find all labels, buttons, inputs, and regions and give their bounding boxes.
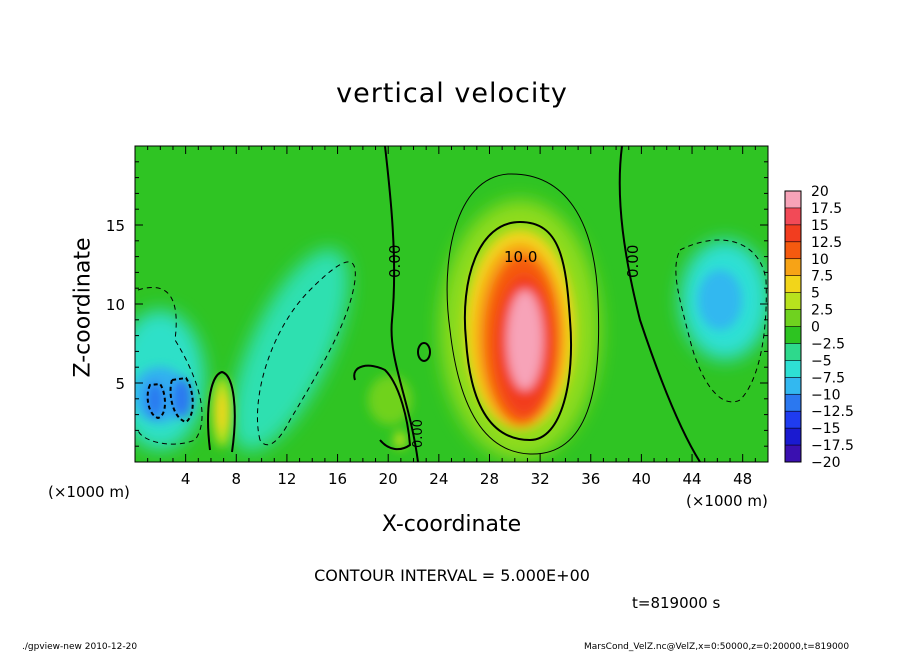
contour-5	[446, 173, 600, 455]
colorbar-label: 5	[811, 286, 820, 302]
colorbar-label: 10	[811, 252, 829, 268]
downdraft-left-core-b	[172, 378, 192, 418]
downdraft-mid	[231, 248, 349, 452]
contour-interval-text: CONTOUR INTERVAL = 5.000E+00	[314, 566, 590, 585]
colorbar-swatch	[785, 360, 801, 378]
x-tick-label: 44	[682, 470, 701, 488]
colorbar-label: 15	[811, 218, 829, 234]
colorbar-label: 20	[811, 184, 829, 200]
colorbar-swatch	[785, 241, 801, 260]
colorbar-swatch	[785, 445, 801, 463]
x-unit-right: (×1000 m)	[686, 492, 768, 510]
colorbar-label: −12.5	[811, 404, 854, 420]
contour-10	[463, 220, 573, 442]
colorbar	[784, 190, 802, 463]
colorbar-label: −17.5	[811, 438, 854, 454]
y-tick-label: 10	[106, 296, 125, 314]
y-axis-label: Z-coordinate	[70, 237, 96, 378]
colorbar-swatch	[785, 292, 801, 311]
colorbar-swatch	[785, 275, 801, 294]
x-tick-label: 40	[632, 470, 651, 488]
updraft-small-left-core	[217, 392, 227, 432]
vertical-velocity-field: 10.0 0.00 0.00 0.00	[135, 146, 768, 462]
colorbar-label: −7.5	[811, 370, 845, 386]
contour-label-group: 10.0 0.00 0.00 0.00	[386, 245, 642, 448]
zero-contour-2	[618, 146, 701, 462]
downdraft-right-core	[698, 270, 742, 330]
colorbar-labels: 2017.51512.5107.552.50−2.5−5−7.5−10−12.5…	[811, 184, 854, 471]
x-tick-label: 20	[379, 470, 398, 488]
x-tick-label: 4	[181, 470, 191, 488]
colorbar-label: −15	[811, 421, 841, 437]
zero-contour-small-left	[207, 370, 236, 453]
footer-right: MarsCond_VelZ.nc@VelZ,x=0:50000,z=0:2000…	[584, 642, 850, 652]
time-label: t=819000 s	[632, 594, 721, 612]
contour-neg10-a	[146, 382, 166, 420]
colorbar-label: 12.5	[811, 235, 842, 251]
contour-lines	[137, 146, 767, 462]
zero-contour-small-mid	[353, 364, 412, 451]
x-tick-label: 24	[429, 470, 448, 488]
x-axis-label: X-coordinate	[381, 512, 522, 537]
contour-neg10-b	[169, 376, 194, 424]
updraft-core	[507, 290, 543, 390]
colorbar-label: −10	[811, 387, 841, 403]
colorbar-swatch	[785, 191, 801, 209]
x-tick-label: 12	[277, 470, 296, 488]
contour-label-10: 10.0	[504, 248, 537, 266]
colorbar-swatch	[785, 428, 801, 446]
colorbar-swatch	[785, 326, 801, 344]
footer-left: ./gpview-new 2010-12-20	[22, 642, 138, 652]
contour-neg5-mid	[257, 261, 356, 446]
x-tick-label: 32	[531, 470, 550, 488]
y-tick-label: 5	[115, 375, 125, 393]
x-tick-label: 28	[480, 470, 499, 488]
chart-title: vertical velocity	[336, 78, 568, 109]
updraft-small-mid-core	[394, 431, 406, 449]
zero-contour-blob	[417, 342, 431, 362]
contour-neg5-right	[675, 239, 767, 403]
x-tick-label: 8	[232, 470, 242, 488]
colorbar-label: 17.5	[811, 201, 842, 217]
x-tick-label: 16	[328, 470, 347, 488]
x-tick-label: 48	[733, 470, 752, 488]
zero-contour-1	[384, 146, 419, 462]
colorbar-swatch	[785, 377, 801, 395]
colorbar-swatch	[785, 309, 801, 327]
colorbar-label: 0	[811, 320, 820, 336]
colorbar-swatch	[785, 343, 801, 361]
axis-ticks	[135, 146, 768, 462]
contour-neg5-left	[137, 287, 203, 445]
contour-label-zero-b: 0.00	[624, 245, 642, 278]
x-unit-left: (×1000 m)	[48, 483, 130, 501]
colorbar-swatch	[785, 411, 801, 429]
contour-label-zero-c: 0.00	[411, 419, 426, 448]
colorbar-swatch	[785, 224, 801, 243]
contour-label-zero-a: 0.00	[386, 245, 404, 278]
colorbar-label: −2.5	[811, 336, 845, 352]
colorbar-swatch	[785, 258, 801, 277]
colorbar-label: 7.5	[811, 269, 833, 285]
colorbar-swatch	[785, 207, 801, 226]
colorbar-label: −5	[811, 353, 832, 369]
y-tick-label: 15	[106, 217, 125, 235]
colorbar-swatch	[785, 394, 801, 412]
x-tick-label: 36	[581, 470, 600, 488]
colorbar-label: 2.5	[811, 303, 833, 319]
colorbar-label: −20	[811, 455, 841, 471]
